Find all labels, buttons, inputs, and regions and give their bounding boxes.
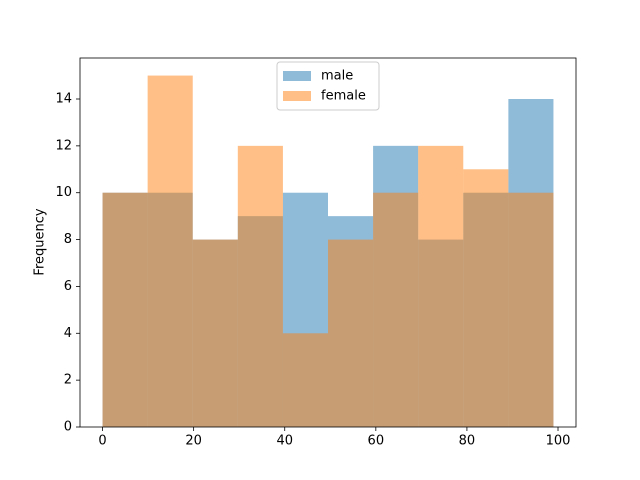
legend-label: female <box>321 89 366 104</box>
y-tick-label: 12 <box>55 138 72 153</box>
y-tick-label: 0 <box>64 420 72 435</box>
histogram-bar <box>147 75 193 428</box>
x-tick-label: 100 <box>546 434 571 449</box>
x-tick-label: 0 <box>98 434 106 449</box>
y-tick-label: 4 <box>64 326 72 341</box>
legend-swatch <box>283 71 311 81</box>
x-tick-label: 80 <box>459 434 476 449</box>
y-tick-label: 6 <box>64 279 72 294</box>
histogram-bar <box>282 333 328 427</box>
x-tick-label: 40 <box>276 434 293 449</box>
legend-label: male <box>321 69 353 84</box>
y-tick-label: 2 <box>64 373 72 388</box>
histogram-bar <box>237 145 283 427</box>
histogram-bar <box>102 192 148 427</box>
legend-swatch <box>283 91 311 101</box>
y-tick-label: 10 <box>55 185 72 200</box>
histogram-bar <box>463 169 509 428</box>
y-tick-label: 14 <box>55 92 72 107</box>
plot-frame <box>79 57 577 428</box>
histogram-bar <box>373 192 419 427</box>
x-tick-label: 60 <box>368 434 385 449</box>
legend: male female <box>276 61 380 111</box>
y-axis-label: Frequency <box>33 208 48 275</box>
histogram-bar <box>328 239 374 427</box>
x-tick-label: 20 <box>185 434 202 449</box>
histogram-bar <box>192 239 238 427</box>
histogram-bar <box>508 192 554 427</box>
y-tick-label: 8 <box>64 232 72 247</box>
histogram-bar <box>418 145 464 427</box>
